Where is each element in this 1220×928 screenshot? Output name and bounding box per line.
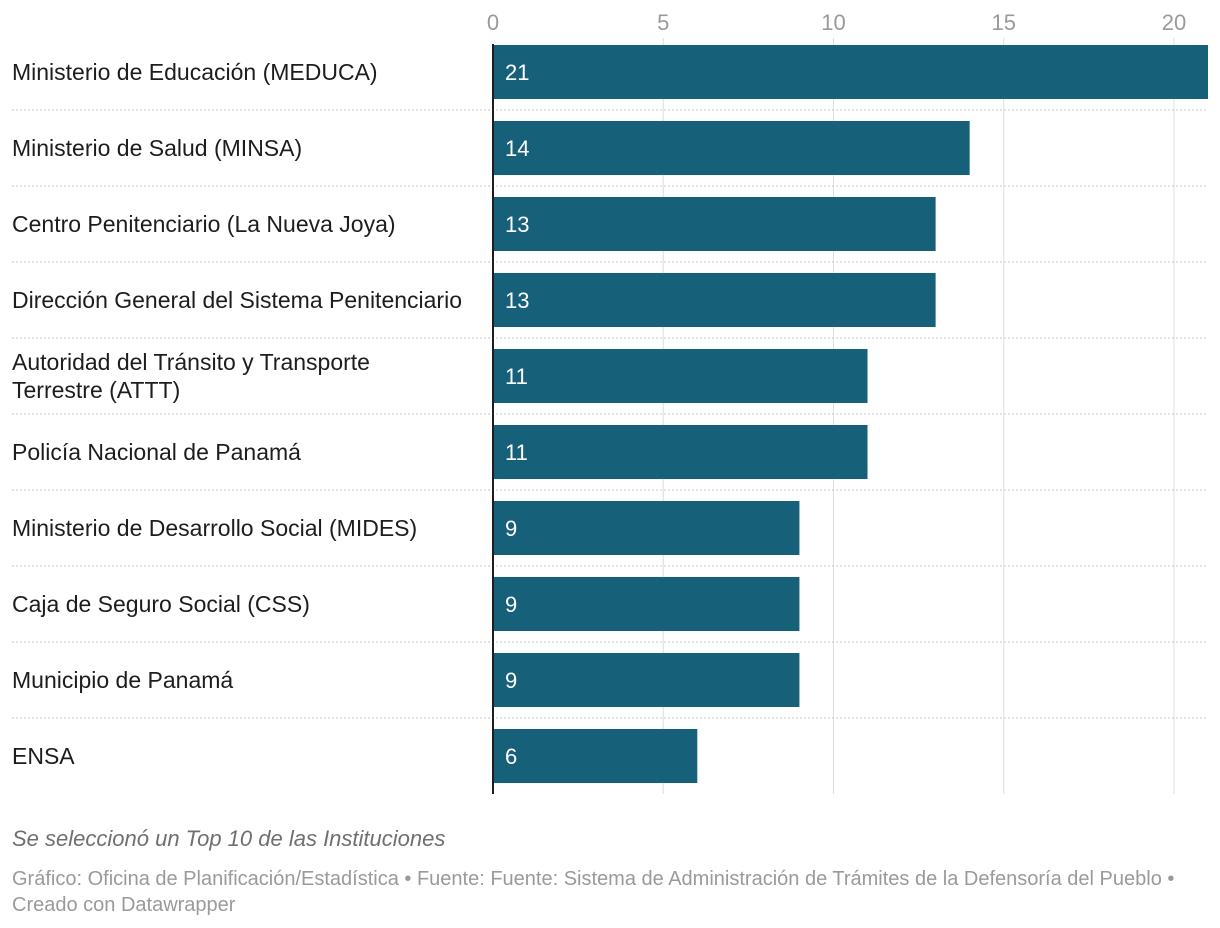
bar: [493, 121, 970, 175]
category-label: Ministerio de Salud (MINSA): [12, 135, 302, 161]
category-label: Ministerio de Educación (MEDUCA): [12, 59, 378, 85]
x-tick-label-20: 20: [1162, 10, 1186, 35]
bar-value-label: 13: [505, 212, 529, 237]
category-label: Policía Nacional de Panamá: [12, 439, 301, 465]
x-tick-label-5: 5: [657, 10, 669, 35]
chart-notes: Se seleccionó un Top 10 de las Instituci…: [12, 826, 446, 851]
chart-footer: Gráfico: Oficina de Planificación/Estadí…: [12, 868, 1175, 916]
bar-value-label: 11: [505, 440, 528, 465]
bar: [493, 425, 868, 479]
category-label: Dirección General del Sistema Penitencia…: [12, 287, 462, 313]
x-tick-label-15: 15: [991, 10, 1015, 35]
bar: [493, 197, 936, 251]
bar-value-label: 14: [505, 136, 529, 161]
bar: [493, 273, 936, 327]
x-tick-label-0: 0: [487, 10, 499, 35]
bar-value-label: 9: [505, 668, 517, 693]
bar-value-label: 9: [505, 592, 517, 617]
bar: [493, 729, 698, 783]
bar-value-label: 13: [505, 288, 529, 313]
bar: [493, 653, 800, 707]
category-label: Ministerio de Desarrollo Social (MIDES): [12, 515, 417, 541]
bar-value-label: 9: [505, 516, 517, 541]
bars: 21 14 13 13 11 11 9 9 9 6: [493, 45, 1208, 783]
bar: [493, 45, 1208, 99]
bar: [493, 577, 800, 631]
bar-chart: 0 5 10 15 20 21 14 13 13 11 11 9 9 9 6 Ministerio de …: [12, 10, 1208, 794]
bar: [493, 349, 868, 403]
bar-value-label: 11: [505, 364, 528, 389]
category-label: Caja de Seguro Social (CSS): [12, 591, 310, 617]
category-label: ENSA: [12, 743, 75, 769]
x-tick-label-10: 10: [821, 10, 845, 35]
bar-value-label: 21: [505, 60, 529, 85]
category-labels: Ministerio de Educación (MEDUCA) Minister…: [12, 59, 462, 769]
row-separators: [12, 109, 1208, 719]
bar: [493, 501, 800, 555]
category-label: Municipio de Panamá: [12, 667, 233, 693]
category-label: Centro Penitenciario (La Nueva Joya): [12, 211, 396, 237]
category-label: Autoridad del Tránsito y Transporte Terre…: [12, 349, 370, 403]
bar-value-label: 6: [505, 744, 517, 769]
